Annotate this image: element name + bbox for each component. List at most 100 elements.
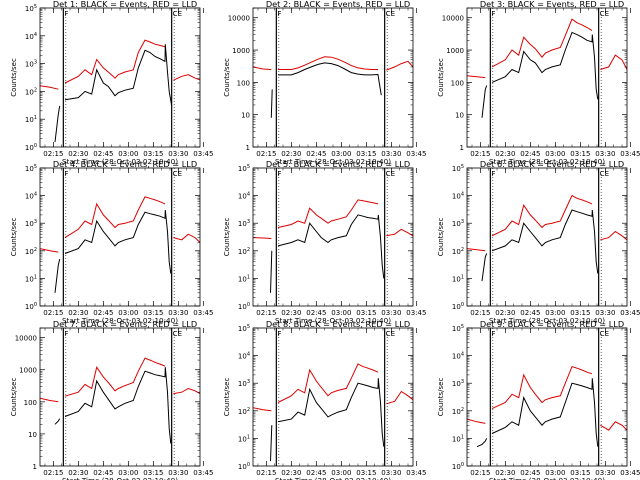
x-tick-label: 03:00 — [118, 150, 138, 158]
x-tick-label: 02:30 — [495, 309, 515, 317]
plot-frame — [39, 327, 201, 467]
x-tick-label: 02:30 — [68, 309, 88, 317]
x-tick-label: 02:45 — [306, 309, 326, 317]
x-tick-label: 03:45 — [620, 469, 640, 477]
x-tick-label: 02:30 — [281, 309, 301, 317]
y-axis-label: Counts/sec — [437, 378, 445, 417]
y-tick-label: 10000 — [228, 15, 250, 23]
x-tick-label: 03:45 — [193, 469, 213, 477]
chart-title: Det 8: BLACK = Events, RED = LLD — [266, 319, 410, 329]
x-tick-label: 03:45 — [406, 150, 426, 158]
y-tick-label: 103 — [238, 379, 250, 388]
y-axis-label: Counts/sec — [10, 58, 18, 97]
flag-label: E — [178, 170, 182, 178]
chart-title: Det 3: BLACK = Events, RED = LLD — [480, 0, 624, 9]
series-lld-line-1 — [491, 365, 593, 410]
series-lld-line-2 — [173, 74, 200, 81]
x-tick-label: 02:45 — [93, 150, 113, 158]
y-tick-label: 100 — [24, 399, 37, 407]
y-axis-label: Counts/sec — [10, 378, 18, 417]
chart-title: Det 1: BLACK = Events, RED = LLD — [53, 0, 197, 9]
x-tick-label: 03:15 — [143, 469, 163, 477]
x-tick-label: 02:15 — [43, 469, 63, 477]
plot-frame — [466, 327, 628, 467]
series-lld-line-1 — [277, 363, 379, 403]
x-tick-label: 03:15 — [356, 150, 376, 158]
series-lld-line-1 — [491, 194, 593, 237]
series-events-line-1 — [64, 209, 172, 274]
y-tick-label: 105 — [25, 164, 37, 173]
chart-title: Det 9: BLACK = Events, RED = LLD — [480, 319, 624, 329]
y-tick-label: 105 — [452, 164, 464, 173]
series-events-line-1 — [491, 31, 599, 100]
y-tick-label: 103 — [238, 219, 250, 228]
series-events-line-1 — [277, 214, 385, 279]
x-tick-label: 02:30 — [68, 150, 88, 158]
y-tick-label: 101 — [238, 274, 250, 283]
series-lld-line-2 — [600, 421, 627, 431]
x-tick-label: 02:30 — [495, 469, 515, 477]
y-axis-label: Counts/sec — [223, 218, 231, 257]
x-tick-label: 03:45 — [406, 469, 426, 477]
series-events-line-0 — [270, 425, 273, 462]
series-events-line-1 — [64, 367, 172, 444]
y-tick-label: 105 — [452, 324, 464, 333]
series-lld-line-1 — [278, 56, 378, 70]
series-events-line-0 — [54, 418, 61, 425]
x-tick-label: 03:30 — [595, 150, 615, 158]
y-tick-label: 105 — [238, 324, 250, 333]
x-tick-label: 02:15 — [470, 309, 490, 317]
series-events-line-0 — [54, 258, 61, 293]
plot-frame — [39, 7, 201, 148]
x-tick-label: 02:45 — [93, 469, 113, 477]
flag-label: F — [277, 10, 281, 18]
flag-label: E — [178, 330, 182, 338]
x-tick-label: 03:45 — [193, 150, 213, 158]
y-tick-label: 101 — [452, 274, 464, 283]
y-tick-label: 100 — [238, 462, 250, 471]
series-lld-line-2 — [386, 228, 413, 237]
chart-title: Det 2: BLACK = Events, RED = LLD — [266, 0, 410, 9]
flag-label: C — [600, 330, 605, 338]
x-tick-label: 03:00 — [545, 309, 565, 317]
x-axis-label: Start Time (28-Oct-03 02:10:40) — [489, 157, 605, 166]
y-tick-label: 104 — [25, 192, 37, 201]
series-lld-line-0 — [253, 66, 272, 70]
x-axis-label: Start Time (28-Oct-03 02:10:40) — [275, 476, 391, 480]
x-tick-label: 03:45 — [620, 309, 640, 317]
x-tick-label: 03:30 — [168, 150, 188, 158]
flag-label: E — [605, 170, 609, 178]
y-tick-label: 100 — [25, 143, 37, 152]
y-tick-label: 102 — [238, 247, 250, 256]
y-tick-label: 100 — [237, 79, 250, 87]
x-tick-label: 02:30 — [281, 469, 301, 477]
series-events-line-1 — [277, 378, 385, 447]
series-lld-line-0 — [253, 237, 272, 239]
series-lld-line-0 — [467, 75, 486, 79]
x-tick-label: 02:45 — [93, 309, 113, 317]
x-tick-label: 03:00 — [331, 150, 351, 158]
x-tick-label: 02:15 — [256, 150, 276, 158]
y-tick-label: 100 — [25, 302, 37, 311]
series-lld-line-2 — [173, 233, 200, 243]
plot-frame — [466, 167, 628, 307]
x-tick-label: 02:15 — [470, 469, 490, 477]
series-events-line-0 — [270, 250, 273, 293]
flag-label: E — [391, 10, 395, 18]
series-lld-line-1 — [64, 39, 166, 84]
x-tick-label: 03:30 — [168, 309, 188, 317]
series-lld-line-0 — [40, 85, 59, 90]
x-tick-label: 02:15 — [43, 309, 63, 317]
flag-label: F — [491, 330, 495, 338]
x-tick-label: 03:15 — [143, 150, 163, 158]
y-axis-label: Counts/sec — [223, 378, 231, 417]
flag-label: F — [491, 170, 495, 178]
y-tick-label: 104 — [452, 352, 464, 361]
series-events-line-1 — [491, 209, 599, 274]
series-events-line-0 — [476, 438, 488, 448]
